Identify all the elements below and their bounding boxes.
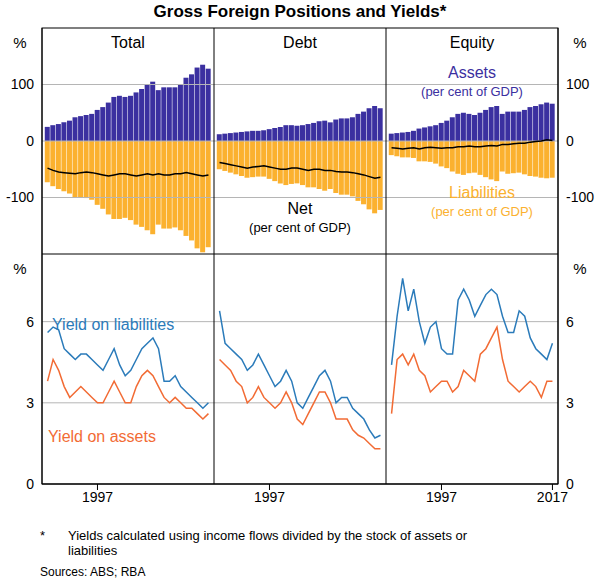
- svg-text:Yield on liabilities: Yield on liabilities: [52, 316, 174, 333]
- svg-text:-100: -100: [566, 189, 592, 205]
- svg-text:%: %: [573, 260, 586, 277]
- html-text:Yields calculated using income: Yields calculated using income flows div…: [68, 528, 468, 558]
- svg-text:Net: Net: [288, 200, 313, 217]
- svg-text:0: 0: [26, 476, 34, 492]
- html-text:Sources: ABS; RBA: Sources: ABS; RBA: [40, 565, 146, 579]
- svg-text:Debt: Debt: [283, 34, 317, 51]
- svg-text:0: 0: [26, 133, 34, 149]
- svg-text:0: 0: [566, 476, 574, 492]
- svg-text:Equity: Equity: [450, 34, 494, 51]
- svg-text:100: 100: [566, 76, 590, 92]
- svg-text:Assets: Assets: [448, 64, 496, 81]
- svg-text:6: 6: [26, 314, 34, 330]
- svg-text:-100: -100: [8, 189, 34, 205]
- svg-text:3: 3: [566, 395, 574, 411]
- svg-text:(per cent of GDP): (per cent of GDP): [249, 220, 351, 235]
- svg-text:%: %: [13, 34, 26, 51]
- svg-text:2017: 2017: [537, 489, 568, 505]
- svg-text:100: 100: [11, 76, 35, 92]
- svg-text:Total: Total: [111, 34, 145, 51]
- svg-text:%: %: [573, 34, 586, 51]
- svg-text:1997: 1997: [82, 489, 113, 505]
- svg-text:3: 3: [26, 395, 34, 411]
- svg-text:1997: 1997: [254, 489, 285, 505]
- svg-text:(per cent of GDP): (per cent of GDP): [431, 204, 533, 219]
- svg-text:%: %: [13, 260, 26, 277]
- svg-text:6: 6: [566, 314, 574, 330]
- svg-text:Yield on assets: Yield on assets: [48, 428, 156, 445]
- svg-text:Gross Foreign Positions and Yi: Gross Foreign Positions and Yields*: [154, 2, 447, 21]
- svg-text:0: 0: [566, 133, 574, 149]
- svg-text:1997: 1997: [426, 489, 457, 505]
- svg-text:Liabilities: Liabilities: [449, 184, 515, 201]
- svg-text:(per cent of GDP): (per cent of GDP): [421, 84, 523, 99]
